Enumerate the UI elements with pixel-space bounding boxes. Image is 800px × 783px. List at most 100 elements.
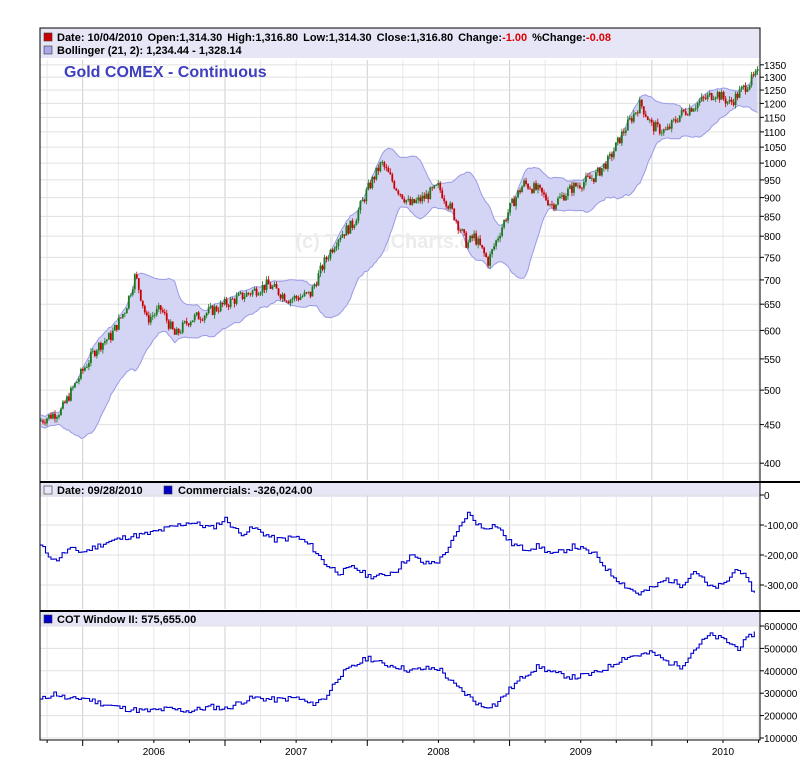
candle-body <box>119 317 122 319</box>
candle-body <box>417 197 420 201</box>
legend-date: Date: 10/04/2010 <box>57 32 143 44</box>
candle-body <box>64 401 66 403</box>
candle-body <box>702 96 705 98</box>
candle-body <box>630 118 633 122</box>
candle-body <box>407 198 410 201</box>
candle-body <box>243 296 246 299</box>
candle-body <box>479 238 482 245</box>
candle-body <box>652 122 655 132</box>
price-y-tick-label: 500 <box>764 386 781 397</box>
candle-body <box>191 320 194 323</box>
candle-body <box>91 350 94 352</box>
x-axis-ticks: 2006 2007 2008 2009 2010 <box>46 740 760 758</box>
candle-body <box>50 414 52 419</box>
candle-body <box>553 204 555 210</box>
candle-body <box>317 273 320 286</box>
candle-body <box>658 124 661 134</box>
candle-body <box>409 198 412 205</box>
candle-body <box>519 190 521 193</box>
candle-body <box>547 200 549 206</box>
candle-body <box>523 180 525 187</box>
candle-body <box>736 93 739 98</box>
candle-body <box>355 220 358 226</box>
candle-body <box>66 396 68 403</box>
candle-body <box>42 420 44 423</box>
candle-body <box>465 232 468 248</box>
candle-body <box>363 199 366 202</box>
candle-body <box>185 321 188 324</box>
candle-body <box>151 315 154 317</box>
cot-series-line <box>40 631 755 714</box>
candle-body <box>569 185 571 189</box>
candle-body <box>379 162 382 172</box>
candle-body <box>427 193 430 200</box>
candle-body <box>666 126 669 130</box>
candle-body <box>139 289 142 301</box>
price-y-tick-label: 600 <box>764 326 781 337</box>
candle-body <box>233 299 236 304</box>
candle-body <box>281 294 284 299</box>
candle-body <box>529 188 531 190</box>
candle-body <box>199 319 202 321</box>
candle-body <box>323 257 326 270</box>
candle-body <box>662 129 665 133</box>
candle-body <box>401 194 404 199</box>
candle-body <box>738 89 741 98</box>
candle-body <box>489 254 492 266</box>
candle-body <box>724 98 727 104</box>
candle-body <box>634 112 637 114</box>
candle-body <box>622 131 625 133</box>
candle-body <box>101 343 104 350</box>
x-tick-label: 2006 <box>143 747 166 758</box>
legend-change-label: Change: <box>458 32 502 44</box>
candle-body <box>646 116 649 121</box>
legend-pct-change-label: %Change: <box>532 32 586 44</box>
candle-body <box>411 199 414 205</box>
candle-body <box>109 333 112 341</box>
candle-body <box>618 137 621 144</box>
candle-body <box>756 69 759 72</box>
price-y-tick-label: 900 <box>764 194 781 205</box>
candle-body <box>171 321 174 330</box>
candle-body <box>80 368 82 379</box>
candle-body <box>720 92 723 100</box>
commercials-legend-swatch <box>163 485 173 495</box>
candle-body <box>628 118 631 120</box>
candle-body <box>413 199 416 203</box>
cot-legend-swatch <box>43 614 53 624</box>
candle-body <box>277 288 280 295</box>
candle-body <box>612 151 615 158</box>
candle-body <box>86 366 88 368</box>
price-y-axis-ticks: 400 450 500 550 600 650 700 750 800 850 900 950 1000… <box>760 61 787 470</box>
candle-body <box>265 279 268 290</box>
price-y-tick-label: 1150 <box>764 113 786 124</box>
candle-body <box>351 220 354 228</box>
candle-body <box>730 99 733 102</box>
candle-body <box>539 184 541 188</box>
candle-body <box>263 284 266 290</box>
bollinger-legend-text: Bollinger (21, 2): 1,234.44 - 1,328.14 <box>57 45 243 57</box>
cot-y-tick-label: 400000 <box>764 667 798 678</box>
candle-body <box>684 111 687 115</box>
candle-body <box>495 240 497 247</box>
candle-body <box>471 235 474 239</box>
candle-body <box>201 319 204 321</box>
candle-body <box>533 183 535 193</box>
candle-body <box>44 422 46 424</box>
candle-body <box>62 401 64 409</box>
candle-body <box>147 314 150 323</box>
candle-body <box>545 194 547 201</box>
candle-body <box>431 187 434 189</box>
candle-body <box>289 299 292 304</box>
candle-body <box>115 324 118 330</box>
candle-body <box>78 378 80 382</box>
candle-body <box>513 198 515 207</box>
candle-body <box>648 119 651 121</box>
candle-body <box>287 301 290 304</box>
candle-body <box>505 220 507 221</box>
candle-body <box>313 284 316 287</box>
candle-body <box>445 201 448 207</box>
candle-body <box>259 292 262 295</box>
candle-body <box>167 320 170 329</box>
candle-body <box>437 183 440 186</box>
